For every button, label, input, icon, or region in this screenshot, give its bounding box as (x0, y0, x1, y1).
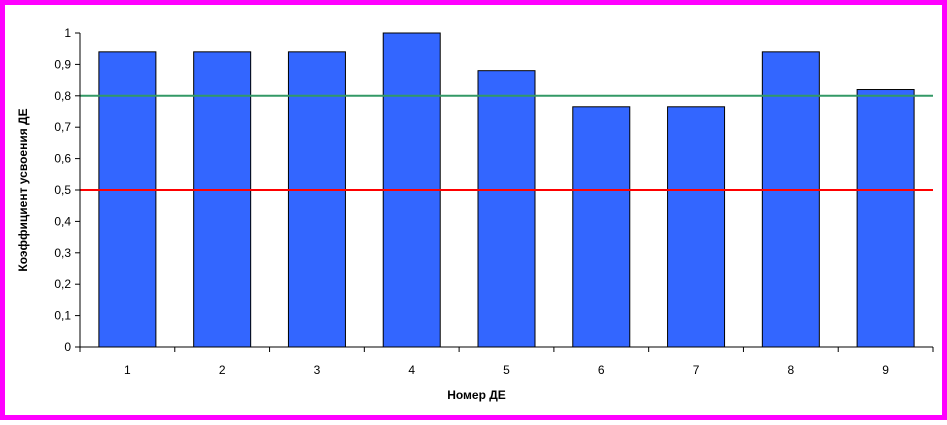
bar-2 (193, 51, 252, 348)
y-tick-label: 0 (64, 340, 71, 354)
y-tick-label: 0,6 (54, 152, 71, 166)
x-tick-label: 1 (124, 363, 131, 377)
x-tick-label: 5 (503, 363, 510, 377)
y-tick-label: 0,7 (54, 120, 71, 134)
x-tick-label: 8 (787, 363, 794, 377)
bar-chart: 0 0,1 0,2 0,3 0,4 0,5 0,6 0,7 0,8 0,9 1 1 2 3 4 5 6 7 8 9 Н… (16, 26, 934, 402)
y-tick-label: 0,2 (54, 277, 71, 291)
x-tick-label: 3 (314, 363, 321, 377)
y-tick-label: 0,1 (54, 309, 71, 323)
y-tick-label: 0,9 (54, 57, 71, 71)
x-axis-title: Номер ДЕ (447, 388, 506, 402)
bar-5 (477, 70, 536, 348)
bar-6 (572, 106, 631, 348)
bar-8 (761, 51, 820, 348)
y-tick-label: 0,8 (54, 89, 71, 103)
bar-3 (287, 51, 346, 348)
y-axis-title: Коэффициент усвоения ДЕ (16, 108, 30, 271)
y-tick-label: 0,5 (54, 183, 71, 197)
y-tick-label: 0,3 (54, 246, 71, 260)
bar-9 (856, 89, 915, 348)
x-tick-label: 7 (693, 363, 700, 377)
bar-7 (667, 106, 726, 348)
y-tick-label: 1 (64, 26, 71, 40)
x-tick-label: 9 (882, 363, 889, 377)
x-tick-label: 2 (219, 363, 226, 377)
y-tick-label: 0,4 (54, 214, 71, 228)
bar-1 (98, 51, 157, 348)
x-tick-label: 6 (598, 363, 605, 377)
x-tick-label: 4 (408, 363, 415, 377)
